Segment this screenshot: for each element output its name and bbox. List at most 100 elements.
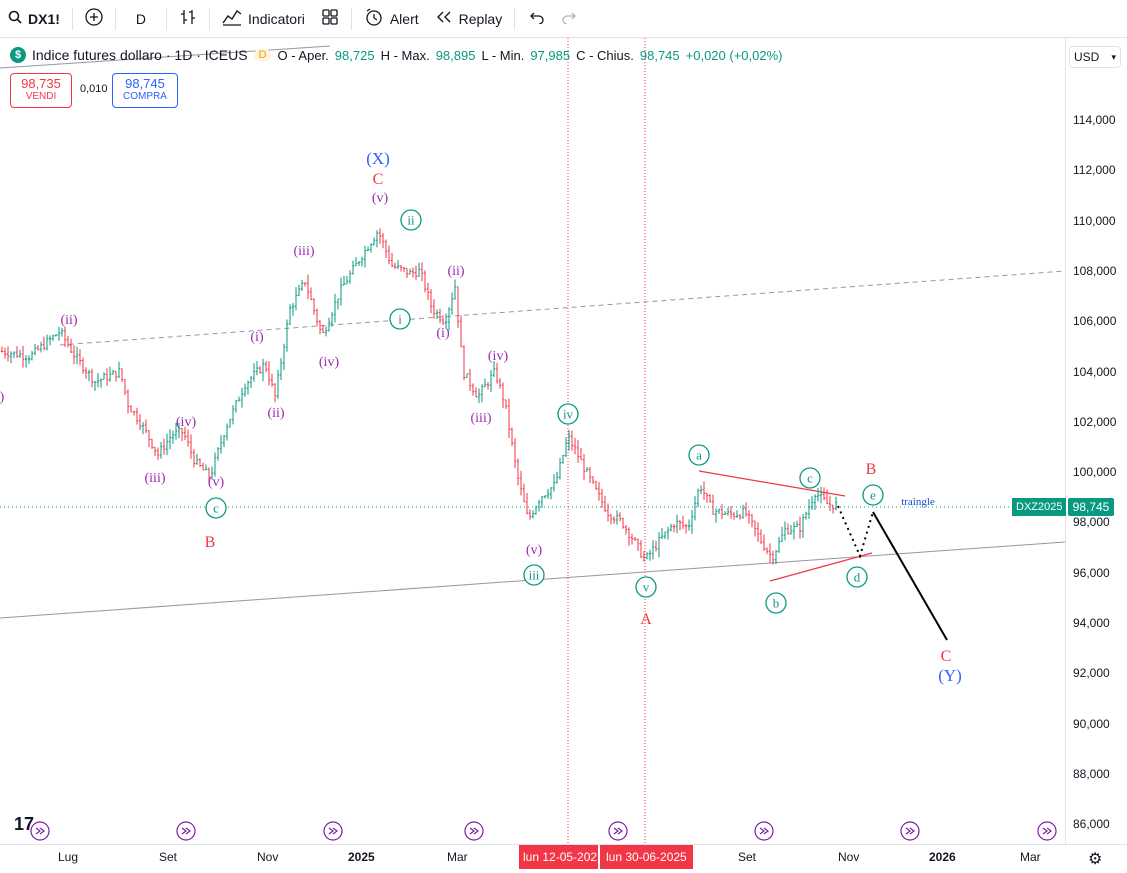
compare-button[interactable] bbox=[77, 0, 111, 37]
price-bar bbox=[312, 298, 316, 315]
replay-marker-icon[interactable] bbox=[608, 821, 628, 841]
price-bar bbox=[240, 387, 244, 408]
price-bar bbox=[369, 243, 373, 253]
replay-button[interactable]: Replay bbox=[427, 0, 511, 37]
wave-label[interactable]: (iv) bbox=[319, 355, 340, 370]
wave-label[interactable]: (Y) bbox=[938, 666, 962, 685]
wave-label[interactable]: (i) bbox=[436, 326, 450, 341]
wave-label[interactable]: traingle bbox=[901, 496, 935, 508]
wave-label[interactable]: A bbox=[640, 611, 652, 628]
price-bar bbox=[384, 239, 388, 258]
price-bar bbox=[606, 503, 610, 522]
replay-marker-icon[interactable] bbox=[1037, 821, 1057, 841]
currency-selector[interactable]: USD ▾ bbox=[1069, 46, 1121, 68]
wave-label[interactable]: (iv) bbox=[488, 349, 509, 364]
price-bar bbox=[87, 369, 91, 382]
alert-button[interactable]: Alert bbox=[356, 0, 427, 37]
wave-label[interactable]: (v) bbox=[526, 543, 543, 558]
wave-label[interactable]: (ii) bbox=[267, 406, 284, 421]
svg-text:(iii): (iii) bbox=[145, 471, 166, 486]
last-price-badge: 98,745 bbox=[1068, 498, 1114, 516]
wave-label[interactable]: (i) bbox=[250, 330, 264, 345]
chart-type-button[interactable] bbox=[171, 0, 205, 37]
wave-label[interactable]: iv bbox=[557, 403, 579, 425]
wave-label[interactable]: (ii) bbox=[447, 264, 464, 279]
wave-label[interactable]: C bbox=[373, 171, 384, 188]
layouts-button[interactable] bbox=[313, 0, 347, 37]
price-bar bbox=[237, 396, 241, 402]
price-axis[interactable] bbox=[1065, 38, 1127, 844]
wave-label[interactable]: b bbox=[765, 592, 787, 614]
redo-button[interactable] bbox=[553, 0, 587, 37]
price-bar bbox=[501, 382, 505, 408]
wave-label[interactable]: c bbox=[799, 467, 821, 489]
wave-label[interactable]: C bbox=[941, 648, 952, 665]
wave-label[interactable]: v bbox=[635, 576, 657, 598]
wave-label[interactable]: (iii) bbox=[471, 411, 492, 426]
price-bar bbox=[195, 453, 199, 465]
wave-label[interactable]: (iv) bbox=[176, 415, 197, 430]
wave-label[interactable]: (v) bbox=[208, 475, 225, 490]
wave-label[interactable]: ii bbox=[400, 209, 422, 231]
undo-button[interactable] bbox=[519, 0, 553, 37]
interval-button[interactable]: D bbox=[120, 0, 162, 37]
wave-label[interactable]: a bbox=[688, 444, 710, 466]
wave-label[interactable]: (ii) bbox=[60, 313, 77, 328]
sell-button[interactable]: 98,735 VENDI bbox=[10, 73, 72, 108]
price-bar bbox=[471, 383, 475, 396]
price-bar bbox=[582, 454, 586, 480]
price-bar bbox=[813, 494, 817, 511]
wave-label[interactable]: c bbox=[205, 497, 227, 519]
svg-text:): ) bbox=[0, 390, 5, 405]
wave-label[interactable]: i bbox=[389, 308, 411, 330]
wave-label[interactable]: (v) bbox=[372, 191, 389, 206]
svg-text:(ii): (ii) bbox=[267, 406, 284, 421]
price-bar bbox=[627, 527, 631, 546]
price-bar bbox=[477, 388, 481, 403]
price-chart[interactable]: (X)C(v)iii(iii)(ii)(i)(iv)(ii)(i)(ii)(iv… bbox=[0, 38, 1065, 844]
legend-title[interactable]: Indice futures dollaro · 1D · ICEUS bbox=[32, 47, 248, 63]
replay-marker-icon[interactable] bbox=[176, 821, 196, 841]
price-bar bbox=[621, 517, 625, 529]
price-bar bbox=[807, 499, 811, 520]
replay-marker-icon[interactable] bbox=[754, 821, 774, 841]
svg-text:d: d bbox=[854, 570, 861, 585]
date-flag: lun 30-06-2025 bbox=[600, 845, 693, 869]
time-tick: 2026 bbox=[929, 850, 956, 864]
price-bar bbox=[186, 429, 190, 447]
wave-label[interactable]: B bbox=[205, 534, 216, 551]
indicators-button[interactable]: Indicatori bbox=[214, 0, 313, 37]
wave-label[interactable]: iii bbox=[523, 564, 545, 586]
redo-icon bbox=[561, 10, 579, 27]
wave-label[interactable]: (X) bbox=[366, 149, 390, 168]
price-bar bbox=[174, 422, 178, 440]
price-bar bbox=[831, 504, 835, 514]
wave-label[interactable]: ) bbox=[0, 390, 5, 405]
price-bar bbox=[234, 400, 238, 413]
wave-label[interactable]: (iii) bbox=[294, 244, 315, 259]
symbol-search[interactable]: DX1! bbox=[0, 0, 68, 37]
wave-label[interactable]: B bbox=[866, 461, 877, 478]
price-tick: 94,000 bbox=[1073, 616, 1110, 630]
price-bar bbox=[144, 419, 148, 434]
price-bar bbox=[492, 360, 496, 378]
price-bar bbox=[480, 384, 484, 403]
price-bar bbox=[726, 507, 730, 516]
price-bar bbox=[123, 379, 127, 396]
wave-label[interactable]: e bbox=[862, 484, 884, 506]
replay-marker-icon[interactable] bbox=[30, 821, 50, 841]
wave-label[interactable]: d bbox=[846, 566, 868, 588]
replay-marker-icon[interactable] bbox=[464, 821, 484, 841]
replay-marker-icon[interactable] bbox=[900, 821, 920, 841]
wave-label[interactable]: (iii) bbox=[145, 471, 166, 486]
tradingview-logo-icon[interactable]: 17 bbox=[14, 814, 35, 834]
gear-icon[interactable]: ⚙ bbox=[1088, 851, 1103, 868]
chevron-down-icon: ▾ bbox=[1111, 51, 1116, 62]
price-bar bbox=[684, 523, 688, 534]
price-bar bbox=[708, 493, 712, 503]
price-bar bbox=[564, 437, 568, 458]
replay-marker-icon[interactable] bbox=[323, 821, 343, 841]
price-bar bbox=[816, 488, 820, 502]
svg-text:b: b bbox=[773, 596, 780, 611]
buy-button[interactable]: 98,745 COMPRA bbox=[112, 73, 178, 108]
